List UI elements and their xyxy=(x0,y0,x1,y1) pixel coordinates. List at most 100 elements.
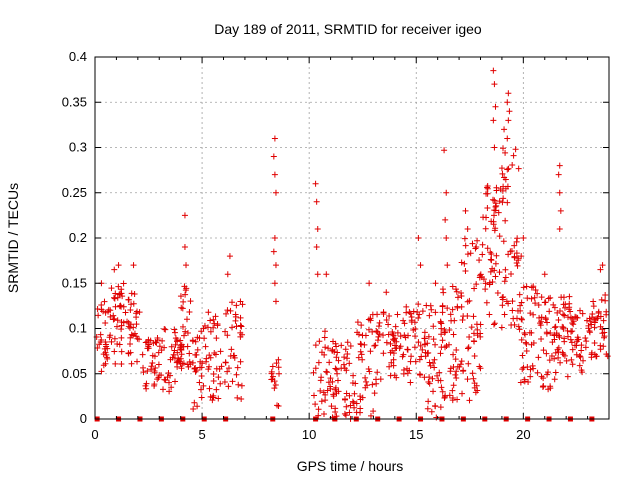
data-point xyxy=(193,351,200,358)
data-point xyxy=(177,355,184,362)
data-point xyxy=(426,312,433,319)
chart-title: Day 189 of 2011, SRMTID for receiver ige… xyxy=(214,21,482,37)
data-point xyxy=(598,296,605,303)
data-point xyxy=(492,103,499,110)
data-point xyxy=(367,412,374,419)
data-point xyxy=(222,359,229,366)
data-point xyxy=(386,363,393,370)
data-point xyxy=(142,339,149,346)
data-point xyxy=(118,286,125,293)
data-point xyxy=(271,171,278,178)
data-point xyxy=(442,392,449,399)
data-point xyxy=(226,253,233,260)
data-point xyxy=(432,280,439,287)
data-point xyxy=(458,358,465,365)
data-point xyxy=(511,253,518,260)
data-point xyxy=(271,385,278,392)
data-point xyxy=(500,145,507,152)
data-point xyxy=(437,350,444,357)
data-point xyxy=(182,291,189,298)
data-point xyxy=(430,388,437,395)
data-point xyxy=(127,349,134,356)
data-point xyxy=(151,369,158,376)
data-point xyxy=(272,381,279,388)
data-point xyxy=(358,341,365,348)
data-point xyxy=(191,365,198,372)
data-point xyxy=(213,335,220,342)
data-point xyxy=(407,379,414,386)
data-point xyxy=(217,380,224,387)
data-point xyxy=(564,333,571,340)
data-point xyxy=(130,324,137,331)
data-point xyxy=(582,344,589,351)
data-point xyxy=(411,344,418,351)
data-point xyxy=(229,299,236,306)
data-point xyxy=(432,402,439,409)
data-point xyxy=(184,330,191,337)
data-point xyxy=(397,333,404,340)
data-point xyxy=(325,345,332,352)
data-point xyxy=(532,300,539,307)
data-point xyxy=(435,377,442,384)
data-point xyxy=(466,397,473,404)
data-point xyxy=(496,269,503,276)
data-point xyxy=(491,81,498,88)
data-point xyxy=(507,248,514,255)
data-point xyxy=(563,357,570,364)
data-point xyxy=(522,331,529,338)
data-point xyxy=(591,319,598,326)
data-point xyxy=(275,364,282,371)
data-point xyxy=(458,303,465,310)
data-point xyxy=(233,323,240,330)
data-point xyxy=(155,374,162,381)
data-point xyxy=(453,375,460,382)
data-point xyxy=(232,317,239,324)
data-point xyxy=(142,382,149,389)
data-point xyxy=(362,374,369,381)
data-point xyxy=(353,409,360,416)
data-point xyxy=(181,283,188,290)
data-point xyxy=(477,321,484,328)
data-point xyxy=(406,367,413,374)
data-point xyxy=(417,342,424,349)
data-point xyxy=(492,273,499,280)
data-point xyxy=(131,290,138,297)
data-point xyxy=(442,329,449,336)
data-point xyxy=(551,324,558,331)
data-point xyxy=(602,297,609,304)
data-point xyxy=(218,363,225,370)
data-point xyxy=(502,176,509,183)
data-point xyxy=(514,262,521,269)
data-point xyxy=(274,402,281,409)
data-point xyxy=(602,291,609,298)
data-point xyxy=(206,385,213,392)
y-tick-label: 0.3 xyxy=(69,140,87,155)
data-point xyxy=(473,382,480,389)
data-point xyxy=(120,280,127,287)
data-point xyxy=(192,368,199,375)
data-point xyxy=(111,294,118,301)
data-point xyxy=(540,375,547,382)
data-point xyxy=(362,332,369,339)
data-point xyxy=(152,339,159,346)
data-point xyxy=(488,250,495,257)
data-point xyxy=(560,351,567,358)
data-point xyxy=(484,184,491,191)
data-point xyxy=(470,330,477,337)
data-point xyxy=(324,369,331,376)
data-point xyxy=(373,380,380,387)
data-point xyxy=(387,340,394,347)
data-point xyxy=(334,377,341,384)
data-point xyxy=(342,396,349,403)
data-point xyxy=(343,403,350,410)
data-point xyxy=(375,323,382,330)
data-point xyxy=(496,198,503,205)
data-point xyxy=(198,372,205,379)
data-point xyxy=(161,325,168,332)
data-point xyxy=(457,361,464,368)
data-point xyxy=(332,409,339,416)
data-point xyxy=(389,347,396,354)
data-point xyxy=(159,337,166,344)
data-point xyxy=(528,284,535,291)
data-point xyxy=(224,368,231,375)
